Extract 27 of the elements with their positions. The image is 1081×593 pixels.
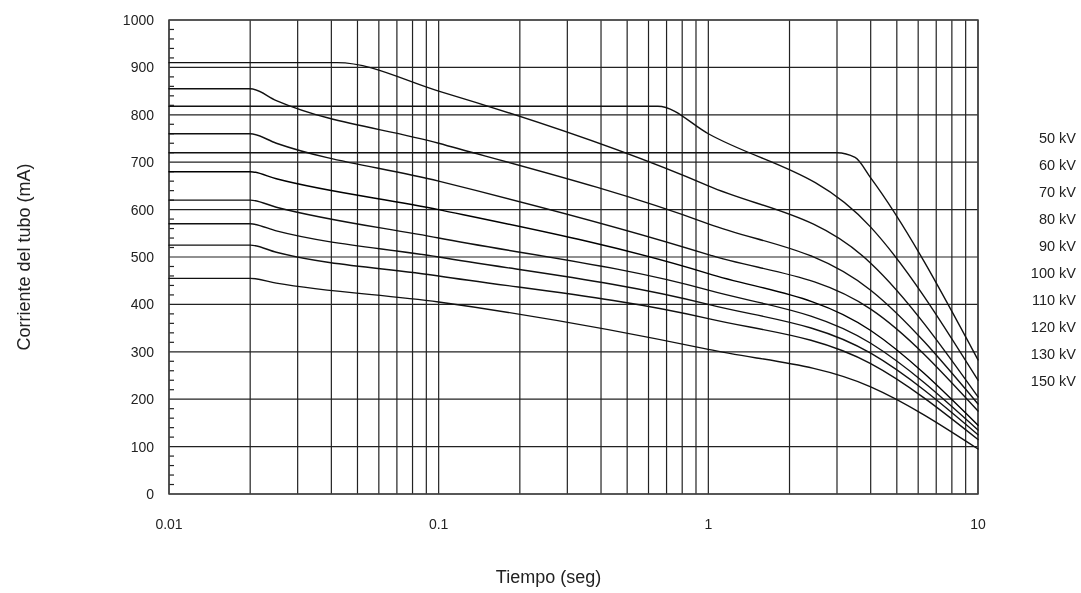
text: 100 kV <box>1030 265 1077 281</box>
text: 120 kV <box>1030 319 1077 335</box>
y-tick-label: 0 <box>146 486 155 502</box>
x-tick-label: 0.01 <box>155 516 183 532</box>
text: 60 kV <box>1038 157 1077 173</box>
text: 70 kV <box>1038 184 1077 200</box>
y-tick-label: 100 <box>130 438 155 455</box>
y-tick-label: 500 <box>130 249 155 265</box>
text: 150 kV <box>1030 373 1077 389</box>
y-tick-label: 600 <box>130 201 155 218</box>
y-tick-label: 800 <box>130 106 155 123</box>
y-axis-title: Corriente del tubo (mA) <box>14 163 34 351</box>
y-tick-label: 700 <box>130 154 155 171</box>
y-tick-label: 300 <box>130 343 155 360</box>
text: 50 kV <box>1038 130 1077 146</box>
text: 80 kV <box>1038 211 1077 227</box>
x-tick-label: 1 <box>704 516 713 532</box>
y-tick-label: 400 <box>130 296 155 313</box>
y-tick-label: 900 <box>130 59 155 76</box>
x-tick-label: 0.1 <box>428 516 449 532</box>
x-tick-label: 10 <box>970 516 986 532</box>
text: 90 kV <box>1038 238 1077 254</box>
text: 110 kV <box>1031 292 1077 308</box>
text: 130 kV <box>1030 346 1077 362</box>
x-axis-title: Tiempo (seg) <box>495 567 602 587</box>
y-tick-label: 200 <box>130 391 155 408</box>
y-tick-label: 1000 <box>122 12 155 28</box>
